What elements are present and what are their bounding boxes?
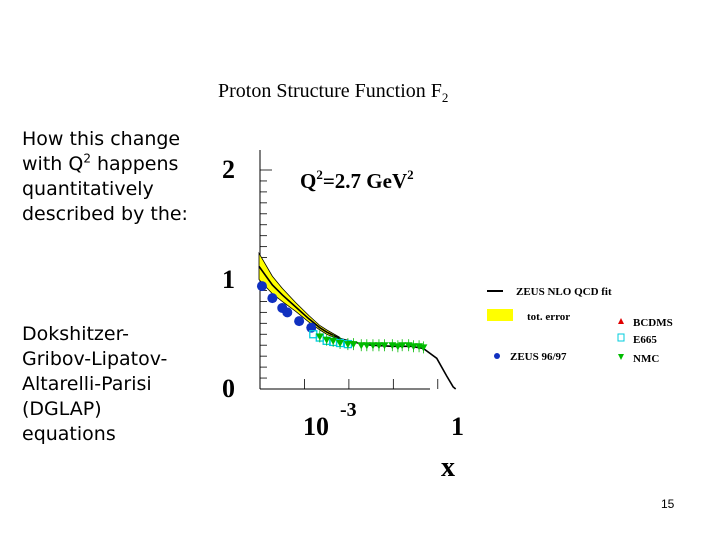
x-tick-label-base-2: 1 [451,412,464,441]
y-tick-label-1: 1 [222,265,235,294]
legend-bcdms-marker [618,318,624,324]
page-number: 15 [661,497,675,511]
legend-e665-marker [617,333,625,342]
intro-superscript: 2 [83,151,91,166]
legend-label: NMC [633,353,659,365]
zeus-point [282,307,293,318]
intro-text-1: How this change with Q [22,128,181,175]
x-tick-label-base-1: 10 [303,412,329,441]
intro-text-2: happens quantitatively described by the: [22,153,188,225]
legend-label: tot. error [527,311,570,323]
legend-zeus-marker [494,353,500,359]
zeus-point [294,316,305,327]
legend-label: BCDMS [633,317,673,329]
title-main: Proton Structure Function F [218,80,442,102]
zeus-point [256,281,267,292]
y-tick-labels: 2 1 0 [222,155,235,403]
slide-title: Proton Structure Function F2 [218,80,448,106]
legend-error-box [487,309,513,321]
ann-mid: =2.7 GeV [323,169,407,193]
fit-line [258,265,457,390]
y-tick-label-2: 2 [222,155,235,184]
y-tick-label-0: 0 [222,374,235,403]
x-axis-label: x [441,452,455,483]
fit-curve [258,265,457,390]
ann-q: Q [300,169,316,193]
x-tick-label-exp-1: -3 [340,399,357,421]
ann-sup2: 2 [407,167,414,182]
legend-nmc-marker [618,354,624,360]
q2-annotation: Q2=2.7 GeV2 [300,167,414,193]
data-points [256,281,428,354]
x-tick-labels: 10 -3 1 [303,399,464,441]
ann-sup1: 2 [316,167,323,182]
legend: ZEUS NLO QCD fit tot. error BCDMS E665 ZEUS … [487,286,673,365]
intro-paragraph: How this change with Q2 happens quantita… [22,127,192,227]
dglap-paragraph: Dokshitzer-Gribov-Lipatov-Altarelli-Pari… [22,323,168,445]
legend-label: ZEUS 96/97 [510,351,567,363]
legend-label: ZEUS NLO QCD fit [516,286,612,298]
zeus-point [267,293,278,304]
legend-label: E665 [633,334,657,346]
title-subscript: 2 [441,90,449,105]
